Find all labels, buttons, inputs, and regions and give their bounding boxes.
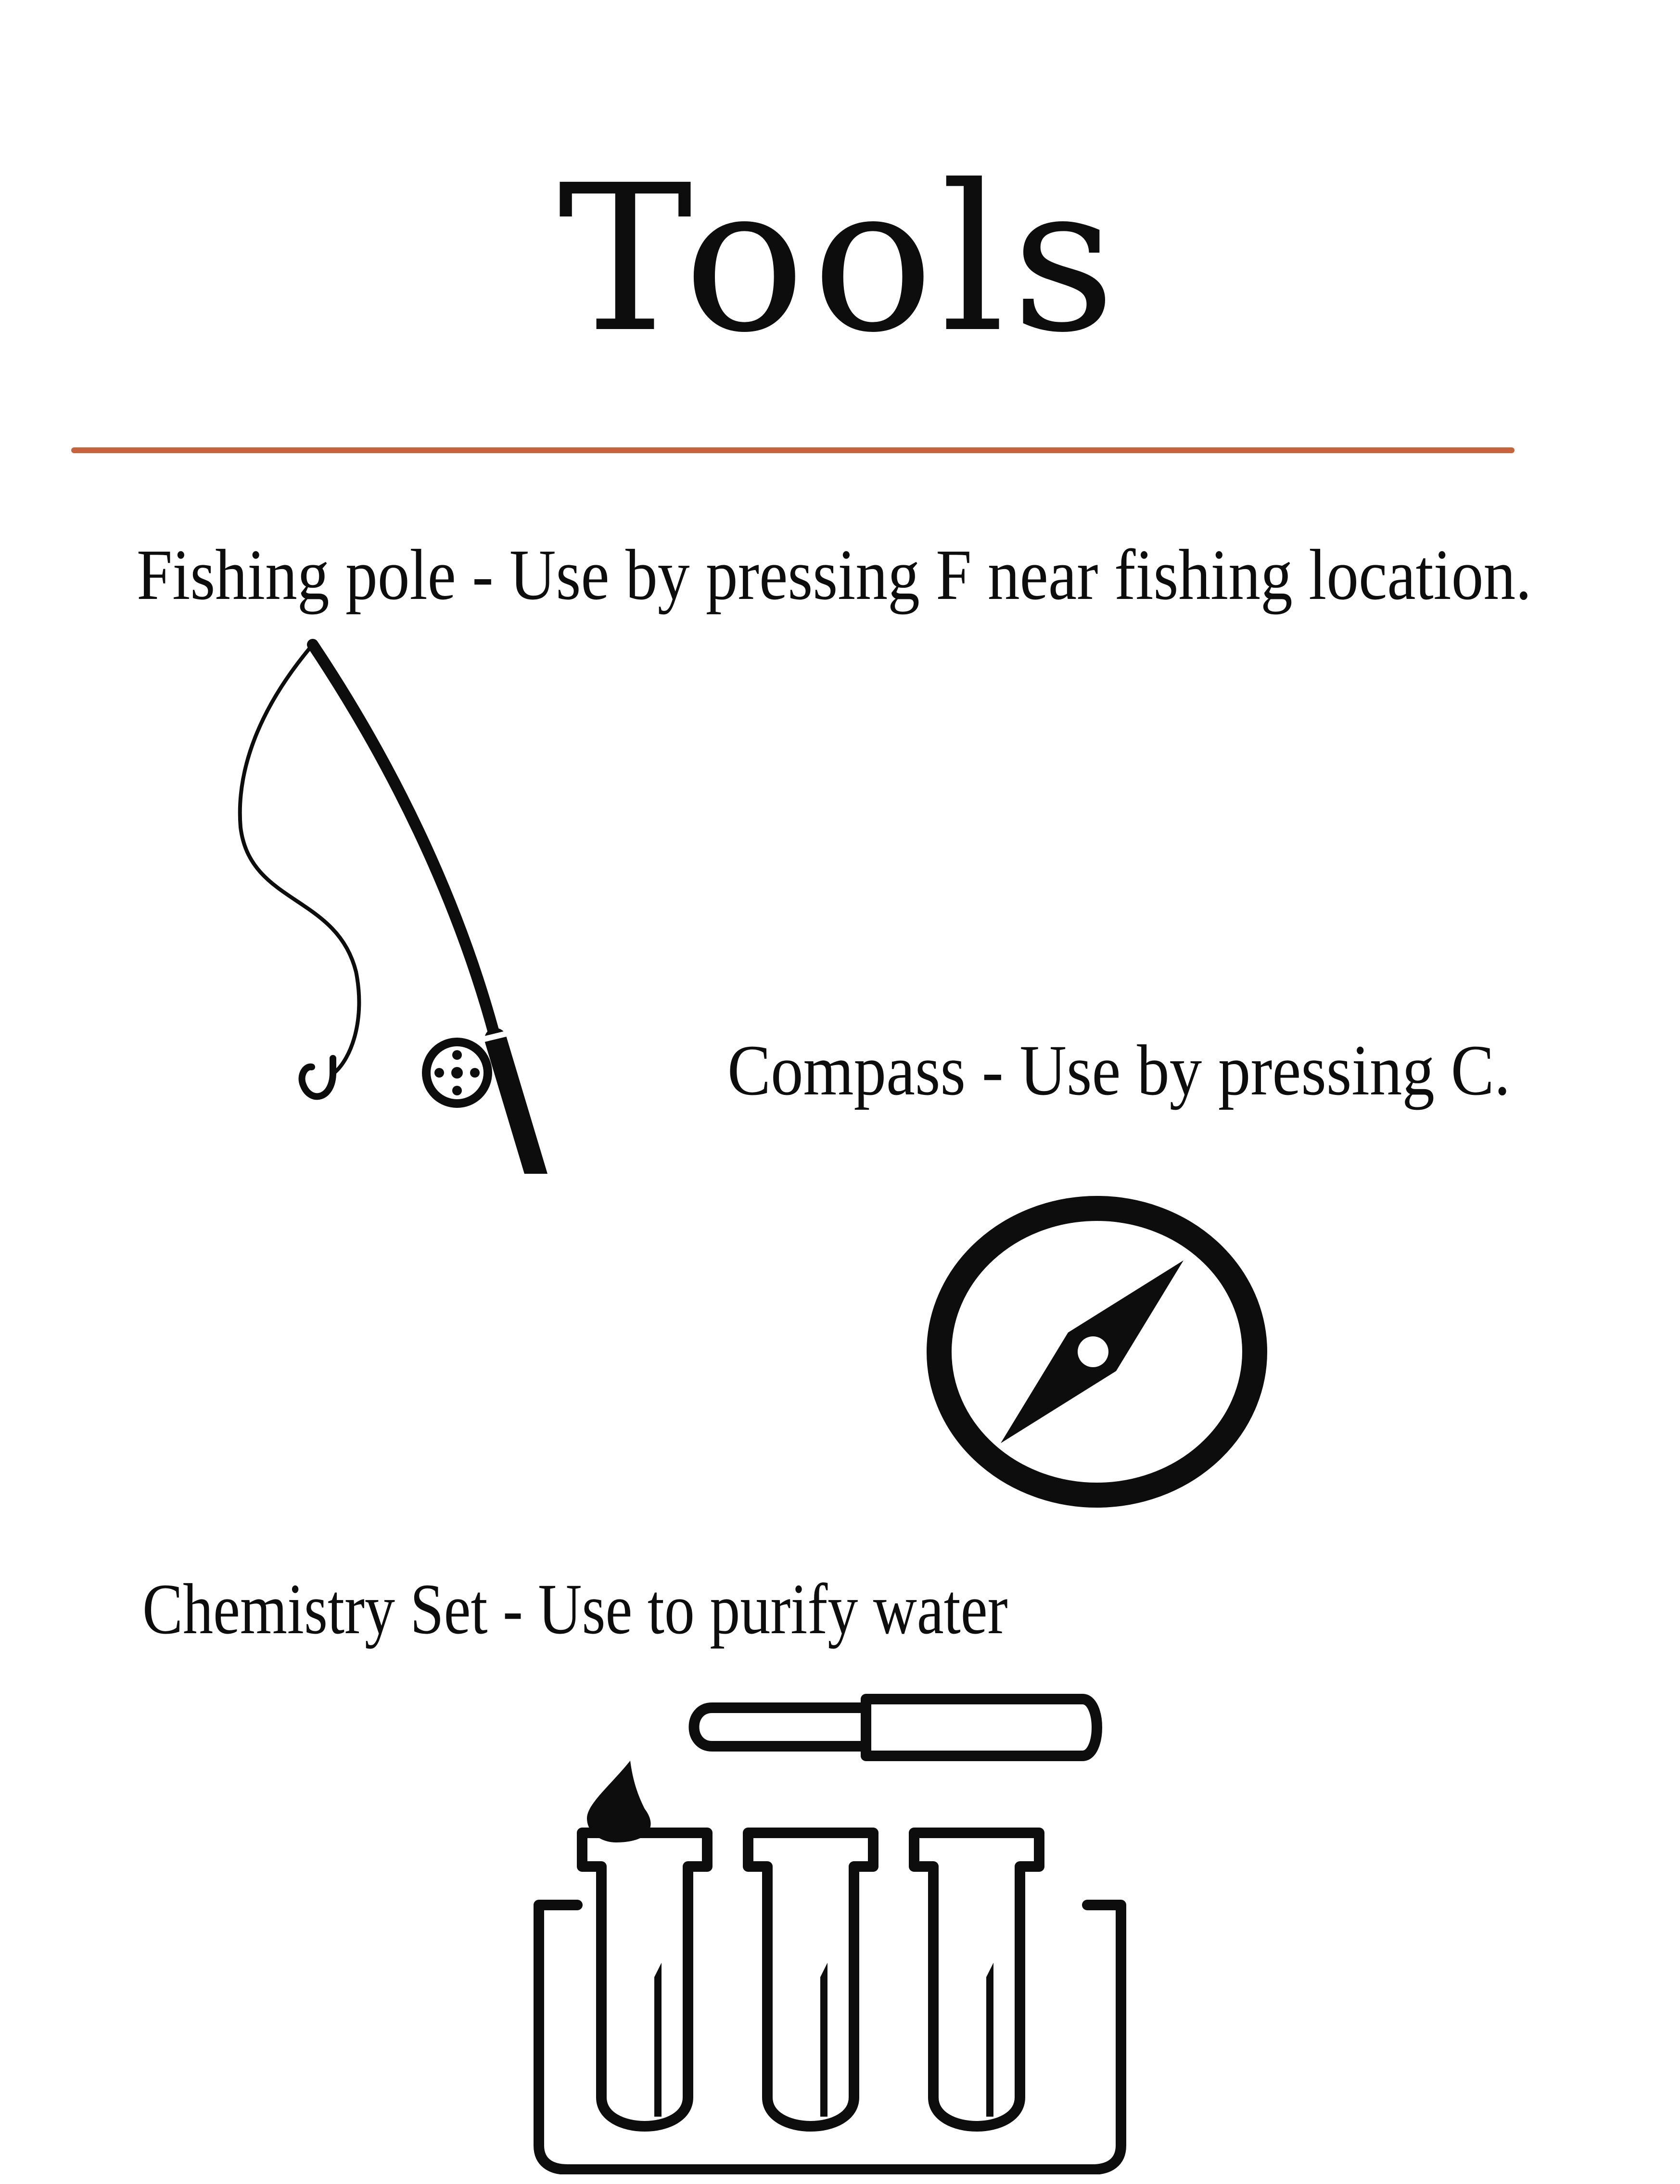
tool-label-chemistry-set: Chemistry Set - Use to purify water: [142, 1569, 1008, 1649]
page-title: Tools: [558, 142, 1122, 377]
fishing-rod-icon: [238, 639, 548, 1174]
tool-label-compass: Compass - Use by pressing C.: [727, 1030, 1511, 1110]
tool-label-fishing-pole: Fishing pole - Use by pressing F near fi…: [137, 535, 1532, 615]
chemistry-set-icon: [534, 1694, 1126, 2174]
compass-icon: [927, 1196, 1267, 1508]
title-divider: [71, 447, 1515, 453]
